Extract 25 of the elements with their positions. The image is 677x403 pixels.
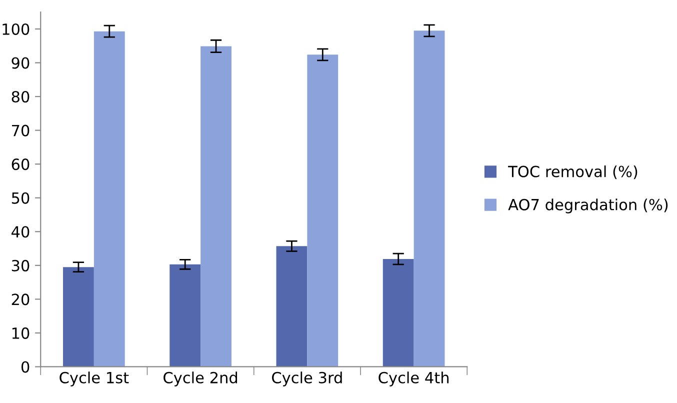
y-tick-label: 90 [12,57,30,69]
y-tick-label: 60 [12,158,30,170]
y-tick-label: 100 [2,23,30,35]
y-tick-label: 80 [12,90,30,103]
bar [170,264,201,367]
legend-label: AO7 degradation (%) [508,198,668,214]
bar [414,30,445,367]
x-tick-label: Cycle 4th [378,372,449,386]
bar [382,258,414,367]
y-tick-label: 20 [12,294,30,306]
bar [94,31,125,367]
y-tick-label: 70 [12,124,30,136]
y-tick-label: 10 [12,327,30,339]
y-tick-label: 30 [12,260,30,272]
legend-label: TOC removal (%) [508,165,638,180]
y-tick-label: 40 [12,226,30,238]
y-tick-label: 0 [21,361,30,373]
x-tick-label: Cycle 2nd [164,372,238,386]
bar [307,54,338,367]
bar [200,46,232,367]
x-tick-label: Cycle 1st [60,372,129,386]
bar [63,267,94,367]
y-tick-label: 50 [12,192,30,204]
bar [276,246,308,367]
x-tick-label: Cycle 3rd [272,372,342,386]
